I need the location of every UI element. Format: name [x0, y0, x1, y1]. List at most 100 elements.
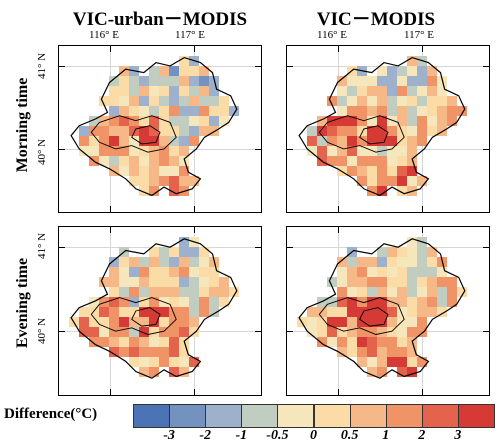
map-cell: [437, 96, 447, 106]
map-cell: [149, 277, 159, 287]
legend-swatch: [133, 404, 171, 428]
map-cell: [357, 277, 367, 287]
map-cell: [139, 337, 149, 347]
map-cell: [377, 317, 387, 327]
map-cell: [109, 347, 119, 357]
map-cell: [357, 317, 367, 327]
map-cell: [447, 277, 457, 287]
map-cell: [337, 146, 347, 156]
map-cell: [347, 257, 357, 267]
legend-swatch: [169, 404, 207, 428]
map-cell: [327, 126, 337, 136]
map-cell: [219, 106, 229, 116]
map-cell: [149, 176, 159, 186]
beijing-map: [69, 237, 239, 379]
map-cell: [407, 176, 417, 186]
map-cell: [99, 96, 109, 106]
map-cell: [189, 307, 199, 317]
map-cell: [387, 156, 397, 166]
map-cell: [407, 247, 417, 257]
map-cell: [129, 337, 139, 347]
legend-tick-label: 1: [382, 428, 390, 443]
map-cell: [387, 277, 397, 287]
district-boundary: [318, 115, 405, 153]
map-cell: [347, 116, 357, 126]
map-cell: [317, 116, 327, 126]
map-cell: [169, 176, 179, 186]
map-cell: [89, 337, 99, 347]
map-cell: [139, 166, 149, 176]
map-cell: [109, 76, 119, 86]
map-cell: [119, 347, 129, 357]
map-cell: [119, 96, 129, 106]
map-cell: [397, 86, 407, 96]
map-cell: [347, 287, 357, 297]
legend-ticks: -3 -2 -1 -0.5 0 0.5 1 2 3: [133, 428, 494, 446]
map-cell: [307, 126, 317, 136]
map-cell: [159, 76, 169, 86]
map-panel-morning-vic-urban: [58, 45, 262, 213]
map-cell: [139, 126, 149, 136]
map-cell: [179, 56, 189, 66]
map-cell: [129, 176, 139, 186]
map-cell: [209, 96, 219, 106]
map-cell: [159, 287, 169, 297]
map-cell: [357, 76, 367, 86]
map-cell: [367, 76, 377, 86]
map-cell: [367, 86, 377, 96]
map-cell: [129, 146, 139, 156]
map-cell: [417, 307, 427, 317]
map-cell: [387, 307, 397, 317]
map-cell: [387, 106, 397, 116]
map-cell: [149, 106, 159, 116]
map-cell: [437, 297, 447, 307]
map-cell: [327, 317, 337, 327]
map-cell: [307, 146, 317, 156]
map-cell: [407, 136, 417, 146]
map-cell: [417, 66, 427, 76]
map-cell: [109, 287, 119, 297]
map-cell: [139, 347, 149, 357]
map-cell: [139, 257, 149, 267]
map-cell: [149, 166, 159, 176]
map-cell: [109, 297, 119, 307]
map-cell: [129, 76, 139, 86]
map-cell: [199, 297, 209, 307]
map-cell: [149, 126, 159, 136]
map-cell: [159, 247, 169, 257]
axis-tick: [483, 148, 489, 150]
map-cell: [169, 277, 179, 287]
axis-tick: [483, 331, 489, 333]
map-cell: [179, 327, 189, 337]
map-cell: [417, 277, 427, 287]
map-cell: [169, 66, 179, 76]
map-cell: [169, 297, 179, 307]
map-cell: [149, 86, 159, 96]
map-cell: [159, 277, 169, 287]
map-cell: [427, 116, 437, 126]
map-cell: [407, 66, 417, 76]
axis-tick: [422, 46, 424, 52]
map-cell: [229, 287, 239, 297]
axis-tick: [255, 331, 261, 333]
map-cell: [327, 297, 337, 307]
map-cell: [397, 136, 407, 146]
map-cell: [417, 86, 427, 96]
legend-swatch: [457, 404, 495, 428]
map-cell: [337, 126, 347, 136]
map-cell: [367, 307, 377, 317]
map-cell: [109, 116, 119, 126]
map-cell: [189, 126, 199, 136]
map-cell: [397, 156, 407, 166]
map-cell: [149, 257, 159, 267]
map-cell: [119, 257, 129, 267]
map-cell: [377, 267, 387, 277]
map-cell: [347, 166, 357, 176]
map-cell: [397, 166, 407, 176]
map-cell: [109, 146, 119, 156]
map-cell: [179, 126, 189, 136]
map-cell: [447, 96, 457, 106]
map-cell: [209, 277, 219, 287]
map-cell: [109, 337, 119, 347]
map-cell: [139, 86, 149, 96]
